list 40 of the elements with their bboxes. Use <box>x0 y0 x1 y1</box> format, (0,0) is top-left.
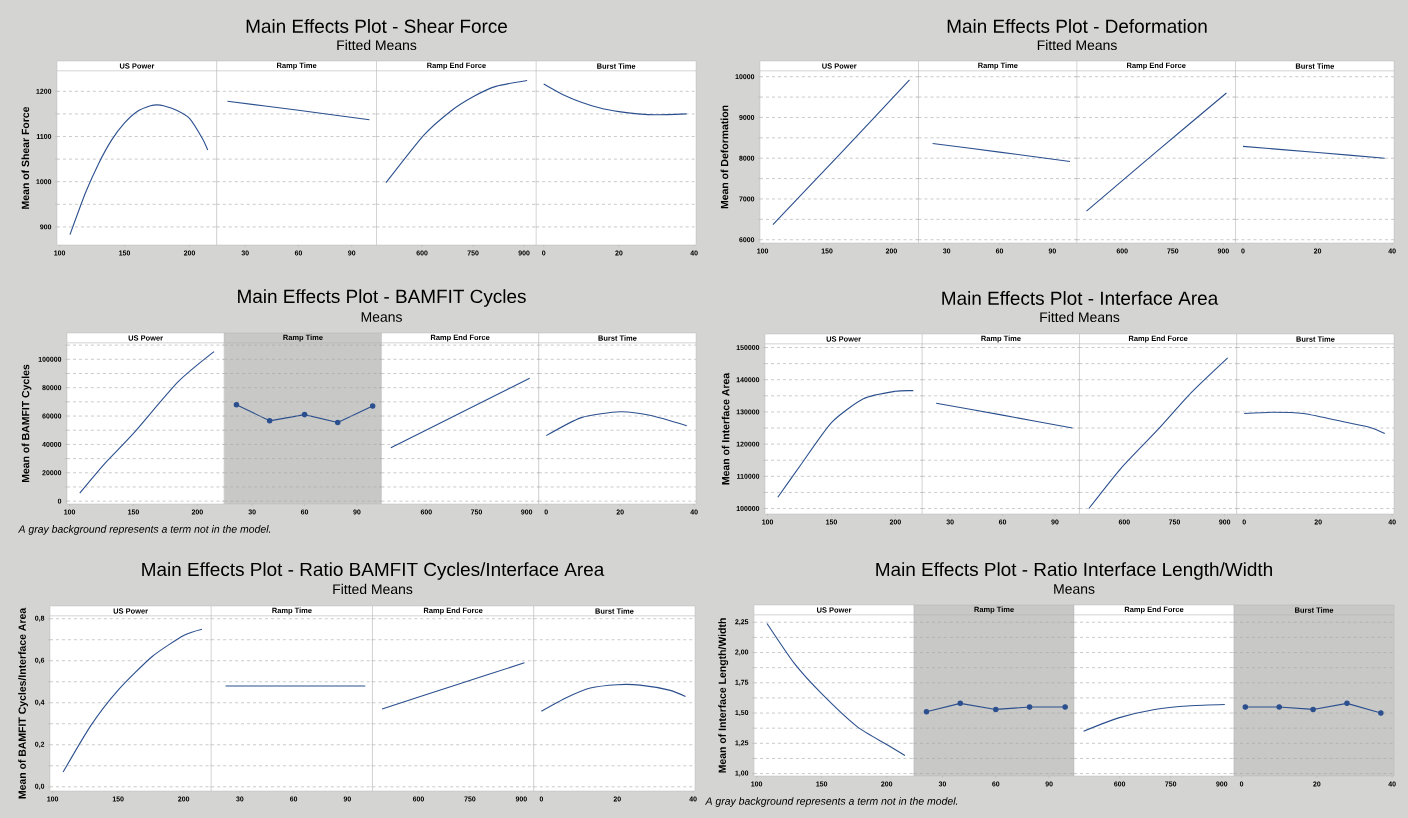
point <box>993 706 999 713</box>
line-series <box>62 628 203 773</box>
text: A gray background represents a term not in the model. <box>18 525 271 535</box>
y-axis-title: Mean of Shear Force <box>21 106 30 209</box>
point <box>1344 700 1350 707</box>
y-axis-title: Mean of Interface Area <box>721 372 730 485</box>
point <box>923 709 930 715</box>
point <box>1378 710 1384 716</box>
point <box>334 419 341 426</box>
line-series <box>777 390 914 498</box>
text: Main Effects Plot - Shear Force <box>246 19 507 33</box>
point <box>233 401 240 408</box>
y-axis-title: Mean of BAMFIT Cycles <box>21 364 32 483</box>
point <box>1242 704 1249 710</box>
text: Fitted Means <box>337 39 417 51</box>
point <box>1276 704 1282 710</box>
line-series <box>79 351 215 494</box>
text: Main Effects Plot - Ratio BAMFIT Cycles/Interface Area <box>142 562 605 580</box>
text: A gray background represents a term not in the model. <box>705 797 958 807</box>
text: Main Effects Plot - Deformation <box>947 19 1207 33</box>
text: Fitted Means <box>333 583 413 595</box>
text: Means <box>1054 584 1095 594</box>
point <box>301 411 308 418</box>
text: Means <box>361 312 402 322</box>
point <box>266 418 273 424</box>
text: Fitted Means <box>1037 39 1117 51</box>
text: Main Effects Plot - Ratio Interface Length/Width <box>876 562 1272 580</box>
y-axis-title: Mean of Interface Length/Width <box>718 618 729 773</box>
point <box>1062 704 1068 710</box>
text: Fitted Means <box>1040 311 1120 323</box>
point <box>369 403 376 409</box>
line-series <box>766 622 906 756</box>
y-axis-title: Mean of BAMFIT Cycles/Interface Area <box>18 607 28 799</box>
point <box>957 700 963 707</box>
text: Main Effects Plot - BAMFIT Cycles <box>238 289 526 307</box>
point <box>1310 706 1316 713</box>
y-axis-title: Mean of Deformation <box>720 105 729 209</box>
point <box>1026 704 1033 710</box>
line-series <box>69 104 209 236</box>
text: Main Effects Plot - Interface Area <box>942 291 1219 305</box>
